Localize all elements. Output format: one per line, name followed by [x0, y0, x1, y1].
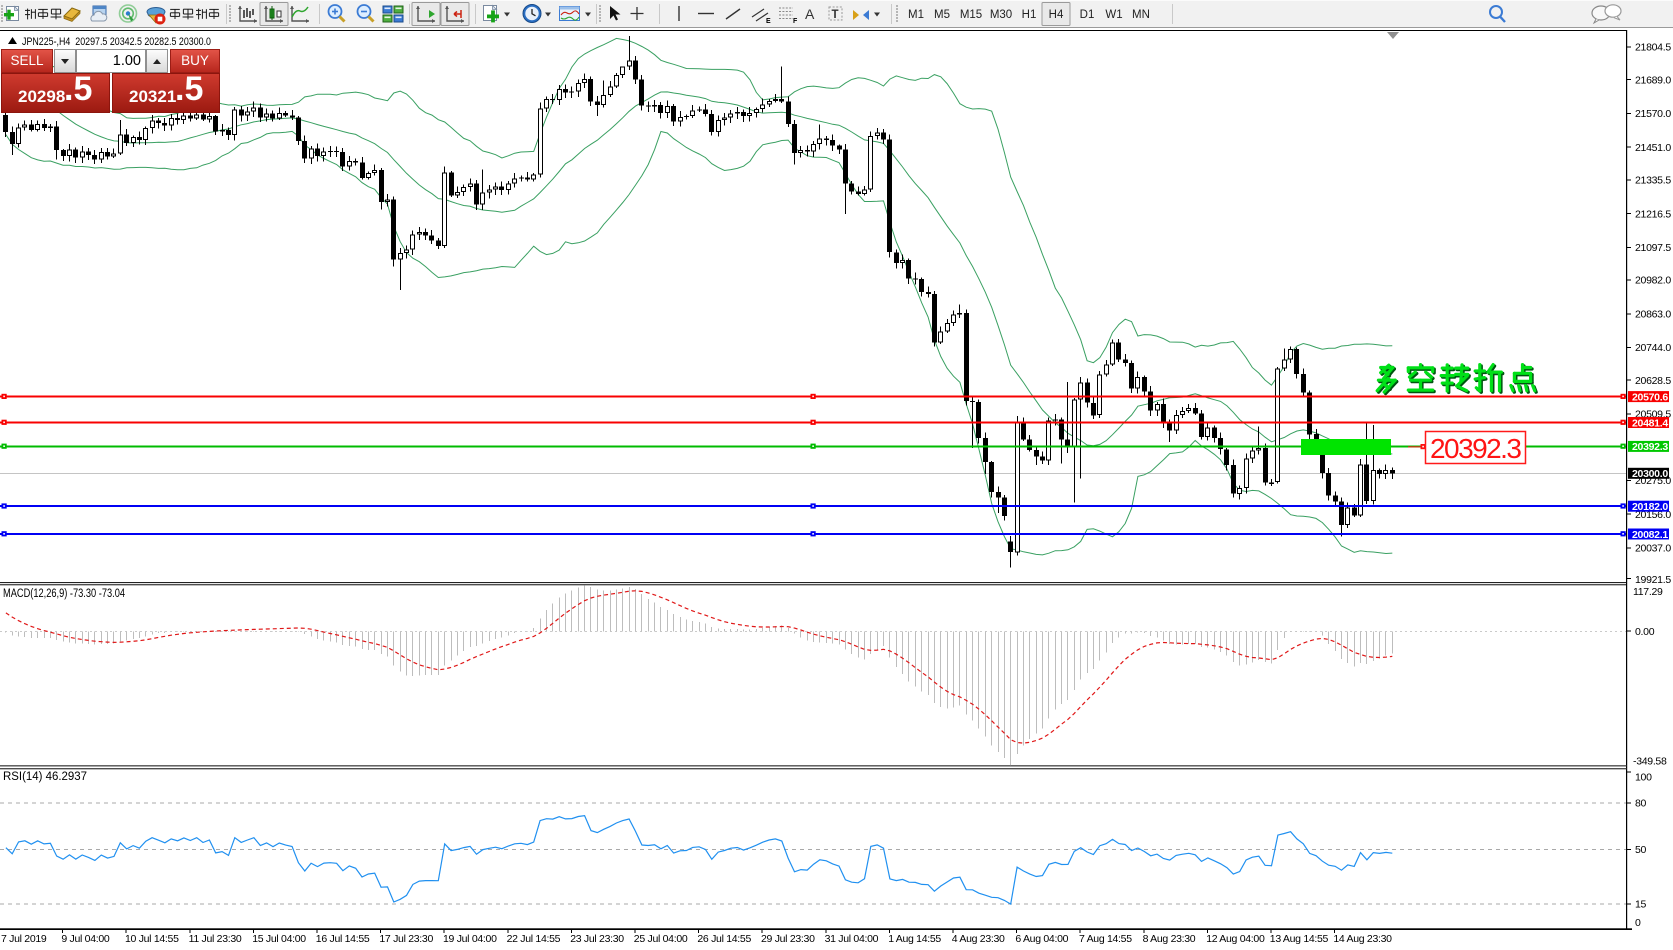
- svg-text:17 Jul 23:30: 17 Jul 23:30: [379, 933, 433, 945]
- svg-text:21216.5: 21216.5: [1635, 208, 1671, 220]
- svg-text:100: 100: [1635, 772, 1652, 784]
- svg-text:11 Jul 23:30: 11 Jul 23:30: [189, 933, 242, 945]
- svg-text:20982.0: 20982.0: [1635, 275, 1671, 287]
- svg-text:MACD(12,26,9) -73.30 -73.04: MACD(12,26,9) -73.30 -73.04: [3, 588, 125, 600]
- svg-text:80: 80: [1635, 798, 1647, 810]
- svg-text:20392.3: 20392.3: [1430, 433, 1522, 464]
- svg-text:50: 50: [1635, 844, 1647, 856]
- svg-text:W1: W1: [1105, 9, 1122, 21]
- svg-text:JPN225-,H4 20297.5 20342.5 20: JPN225-,H4 20297.5 20342.5 20282.5 20300…: [22, 36, 211, 48]
- svg-text:A: A: [805, 6, 815, 22]
- svg-text:-349.58: -349.58: [1633, 756, 1667, 768]
- svg-text:1 Aug 14:55: 1 Aug 14:55: [888, 933, 941, 945]
- svg-text:21570.0: 21570.0: [1635, 108, 1671, 120]
- svg-text:20863.0: 20863.0: [1635, 309, 1671, 321]
- svg-text:117.29: 117.29: [1633, 586, 1663, 598]
- svg-text:E: E: [766, 18, 771, 25]
- svg-text:M30: M30: [990, 9, 1012, 21]
- svg-text:20082.1: 20082.1: [1632, 529, 1668, 541]
- svg-text:21804.5: 21804.5: [1635, 42, 1671, 54]
- svg-text:T: T: [832, 9, 839, 21]
- svg-text:20156.0: 20156.0: [1635, 509, 1671, 521]
- svg-text:12 Aug 04:00: 12 Aug 04:00: [1206, 933, 1265, 945]
- svg-text:23 Jul 23:30: 23 Jul 23:30: [570, 933, 624, 945]
- svg-text:29 Jul 23:30: 29 Jul 23:30: [761, 933, 815, 945]
- svg-text:10 Jul 14:55: 10 Jul 14:55: [125, 933, 179, 945]
- svg-text:6 Aug 04:00: 6 Aug 04:00: [1015, 933, 1068, 945]
- svg-text:20744.0: 20744.0: [1635, 342, 1671, 354]
- svg-text:13 Aug 14:55: 13 Aug 14:55: [1270, 933, 1329, 945]
- svg-text:21097.5: 21097.5: [1635, 242, 1671, 254]
- svg-text:22 Jul 14:55: 22 Jul 14:55: [507, 933, 561, 945]
- svg-text:M1: M1: [908, 9, 924, 21]
- svg-text:9 Jul 04:00: 9 Jul 04:00: [61, 933, 110, 945]
- svg-text:H4: H4: [1049, 9, 1064, 21]
- svg-text:M15: M15: [960, 9, 982, 21]
- svg-text:19921.5: 19921.5: [1635, 574, 1671, 586]
- svg-text:20570.6: 20570.6: [1632, 391, 1668, 403]
- svg-text:21451.0: 21451.0: [1635, 142, 1671, 154]
- svg-text:19 Jul 04:00: 19 Jul 04:00: [443, 933, 497, 945]
- svg-text:14 Aug 23:30: 14 Aug 23:30: [1333, 933, 1392, 945]
- svg-text:21689.0: 21689.0: [1635, 74, 1671, 86]
- svg-text:20300.0: 20300.0: [1632, 468, 1668, 480]
- svg-text:0: 0: [1635, 917, 1641, 929]
- svg-text:20628.5: 20628.5: [1635, 375, 1671, 387]
- svg-text:15: 15: [1635, 899, 1647, 911]
- svg-text:20037.0: 20037.0: [1635, 543, 1671, 555]
- svg-text:25 Jul 04:00: 25 Jul 04:00: [634, 933, 688, 945]
- svg-text:21335.5: 21335.5: [1635, 175, 1671, 187]
- svg-text:8 Aug 23:30: 8 Aug 23:30: [1143, 933, 1196, 945]
- svg-text:RSI(14) 46.2937: RSI(14) 46.2937: [3, 771, 87, 783]
- svg-text:7 Aug 14:55: 7 Aug 14:55: [1079, 933, 1132, 945]
- svg-text:F: F: [793, 18, 798, 25]
- svg-text:20392.3: 20392.3: [1632, 441, 1668, 453]
- svg-text:D1: D1: [1080, 9, 1095, 21]
- svg-text:MN: MN: [1132, 9, 1150, 21]
- svg-text:15 Jul 04:00: 15 Jul 04:00: [252, 933, 306, 945]
- svg-text:16 Jul 14:55: 16 Jul 14:55: [316, 933, 370, 945]
- svg-text:26 Jul 14:55: 26 Jul 14:55: [697, 933, 751, 945]
- svg-text:4 Aug 23:30: 4 Aug 23:30: [952, 933, 1005, 945]
- svg-text:0.00: 0.00: [1635, 626, 1655, 638]
- svg-text:7 Jul 2019: 7 Jul 2019: [1, 933, 47, 945]
- svg-text:H1: H1: [1022, 9, 1037, 21]
- svg-text:20182.0: 20182.0: [1632, 501, 1668, 513]
- svg-text:20481.4: 20481.4: [1632, 417, 1668, 429]
- svg-text:31 Jul 04:00: 31 Jul 04:00: [825, 933, 879, 945]
- svg-text:M5: M5: [934, 9, 950, 21]
